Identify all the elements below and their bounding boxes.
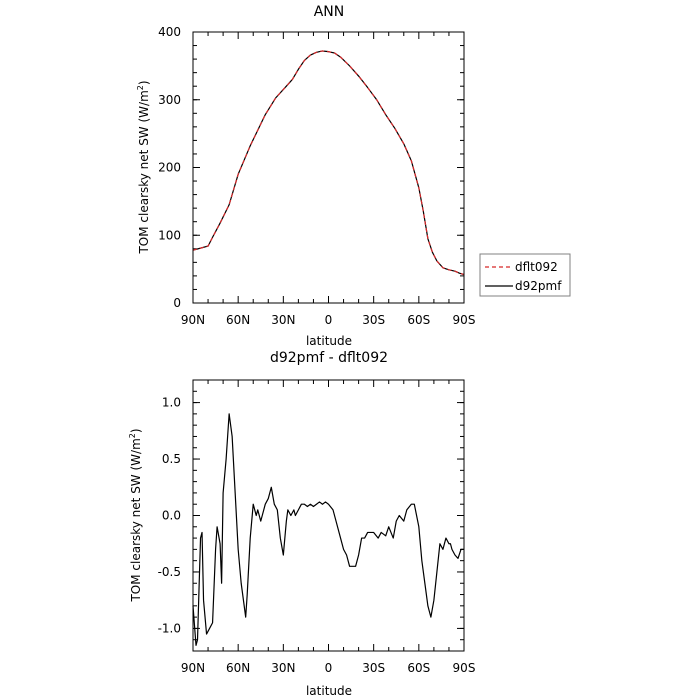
top-x-tick-label: 60S [407, 313, 430, 327]
top-x-tick-label: 90S [453, 313, 476, 327]
top-plot-frame [192, 31, 465, 304]
top-y-tick-label: 200 [158, 161, 181, 175]
legend-box [479, 253, 571, 297]
bottom-plot-frame [192, 379, 465, 652]
bottom-y-tick-label: 1.0 [162, 396, 181, 410]
legend-label-dflt092: dflt092 [515, 260, 558, 274]
bottom-x-tick-label: 0 [325, 661, 333, 675]
bottom-y-tick-label: -1.0 [158, 621, 181, 635]
top-y-tick-label: 400 [158, 25, 181, 39]
top-x-tick-label: 30N [271, 313, 295, 327]
bottom-y-axis-label: TOM clearsky net SW (W/m2) [128, 428, 143, 602]
top-x-tick-label: 90N [181, 313, 205, 327]
bottom-difference-line [192, 413, 464, 646]
bottom-x-tick-label: 90N [181, 661, 205, 675]
top-panel: ANN 90N 60N 30N 0 30S 60S 90S 0 100 200 300 400 lat… [136, 4, 571, 348]
bottom-x-tick-label: 60S [407, 661, 430, 675]
bottom-panel: d92pmf - dflt092 90N 60N 30N 0 30S 60S 90S -1.0… [128, 350, 475, 698]
top-x-axis-label: latitude [306, 334, 352, 348]
top-y-axis-label: TOM clearsky net SW (W/m2) [136, 80, 151, 254]
top-series-line-dflt092 [192, 50, 465, 276]
bottom-x-tick-label: 90S [453, 661, 476, 675]
legend: dflt092 d92pmf [479, 253, 571, 297]
top-x-tick-label: 30S [362, 313, 385, 327]
bottom-y-tick-label: -0.5 [158, 565, 181, 579]
top-chart-title: ANN [314, 4, 345, 20]
bottom-x-axis-label: latitude [306, 684, 352, 698]
top-x-tick-label: 0 [325, 313, 333, 327]
top-series-line-d92pmf [192, 50, 465, 276]
bottom-chart-title: d92pmf - dflt092 [270, 350, 388, 366]
bottom-x-tick-label: 60N [226, 661, 250, 675]
bottom-x-tick-label: 30N [271, 661, 295, 675]
top-y-tick-label: 100 [158, 228, 181, 242]
top-y-tick-label: 300 [158, 93, 181, 107]
bottom-x-tick-label: 30S [362, 661, 385, 675]
top-x-tick-label: 60N [226, 313, 250, 327]
bottom-y-tick-label: 0.5 [162, 452, 181, 466]
bottom-y-tick-label: 0.0 [162, 509, 181, 523]
legend-label-d92pmf: d92pmf [515, 279, 562, 293]
top-y-tick-label: 0 [173, 296, 181, 310]
